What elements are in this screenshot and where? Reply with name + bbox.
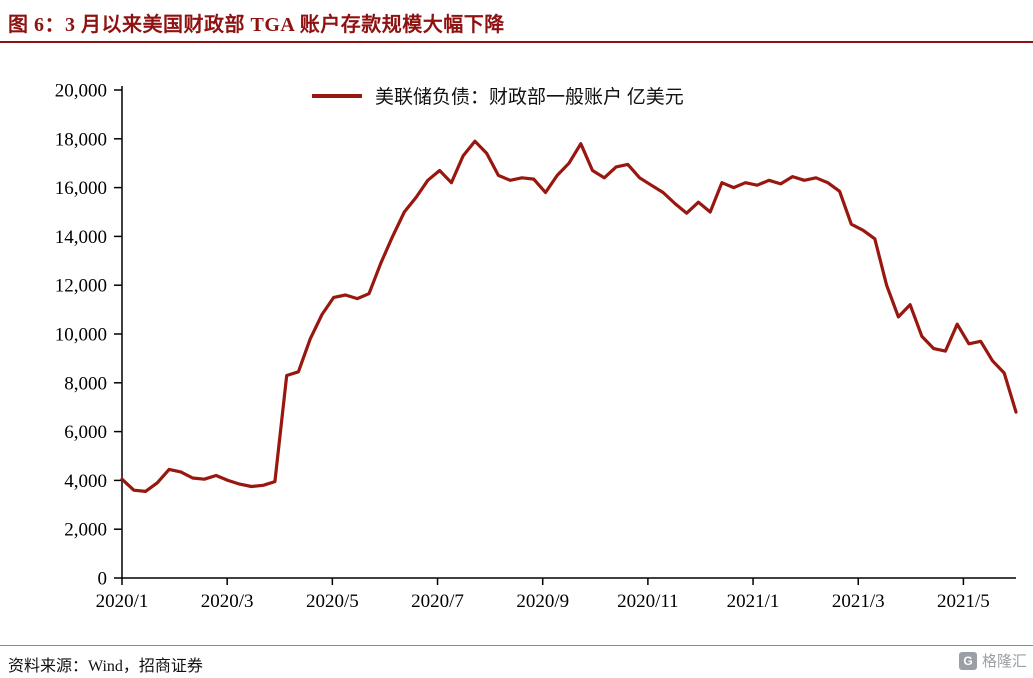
data-source-text: 资料来源：Wind，招商证券 <box>8 658 203 675</box>
series-line <box>120 139 1018 493</box>
y-axis-label: 0 <box>98 569 108 590</box>
x-axis-label: 2020/1 <box>96 591 149 612</box>
x-axis-label: 2021/5 <box>937 591 990 612</box>
legend-line-swatch <box>312 93 362 98</box>
legend-label: 美联储负债：财政部一般账户 亿美元 <box>375 87 684 108</box>
y-axis-label: 2,000 <box>64 520 107 541</box>
x-axis-label: 2021/1 <box>727 591 780 612</box>
footer-divider <box>0 645 1033 646</box>
chart-legend: 美联储负债：财政部一般账户 亿美元 <box>312 82 684 109</box>
y-axis-label: 16,000 <box>55 178 107 199</box>
x-axis-label: 2020/7 <box>411 591 464 612</box>
x-axis-label: 2020/3 <box>201 591 254 612</box>
watermark: G 格隆汇 <box>958 650 1027 671</box>
y-axis-label: 12,000 <box>55 276 107 297</box>
y-axis-label: 10,000 <box>55 325 107 346</box>
x-axis-label: 2020/5 <box>306 591 359 612</box>
x-axis-label: 2020/11 <box>617 591 679 612</box>
page-title: 图 6：3 月以来美国财政部 TGA 账户存款规模大幅下降 <box>8 14 505 36</box>
y-axis-label: 20,000 <box>55 81 107 102</box>
y-axis-label: 18,000 <box>55 129 107 150</box>
y-axis-label: 4,000 <box>64 471 107 492</box>
y-axis-label: 8,000 <box>64 373 107 394</box>
x-axis-label: 2021/3 <box>832 591 885 612</box>
x-axis-label: 2020/9 <box>516 591 569 612</box>
watermark-text: 格隆汇 <box>981 653 1027 670</box>
y-axis-label: 14,000 <box>55 227 107 248</box>
y-axis-label: 6,000 <box>64 422 107 443</box>
gelonghui-logo-icon: G <box>958 651 977 670</box>
title-underline <box>0 41 1033 43</box>
